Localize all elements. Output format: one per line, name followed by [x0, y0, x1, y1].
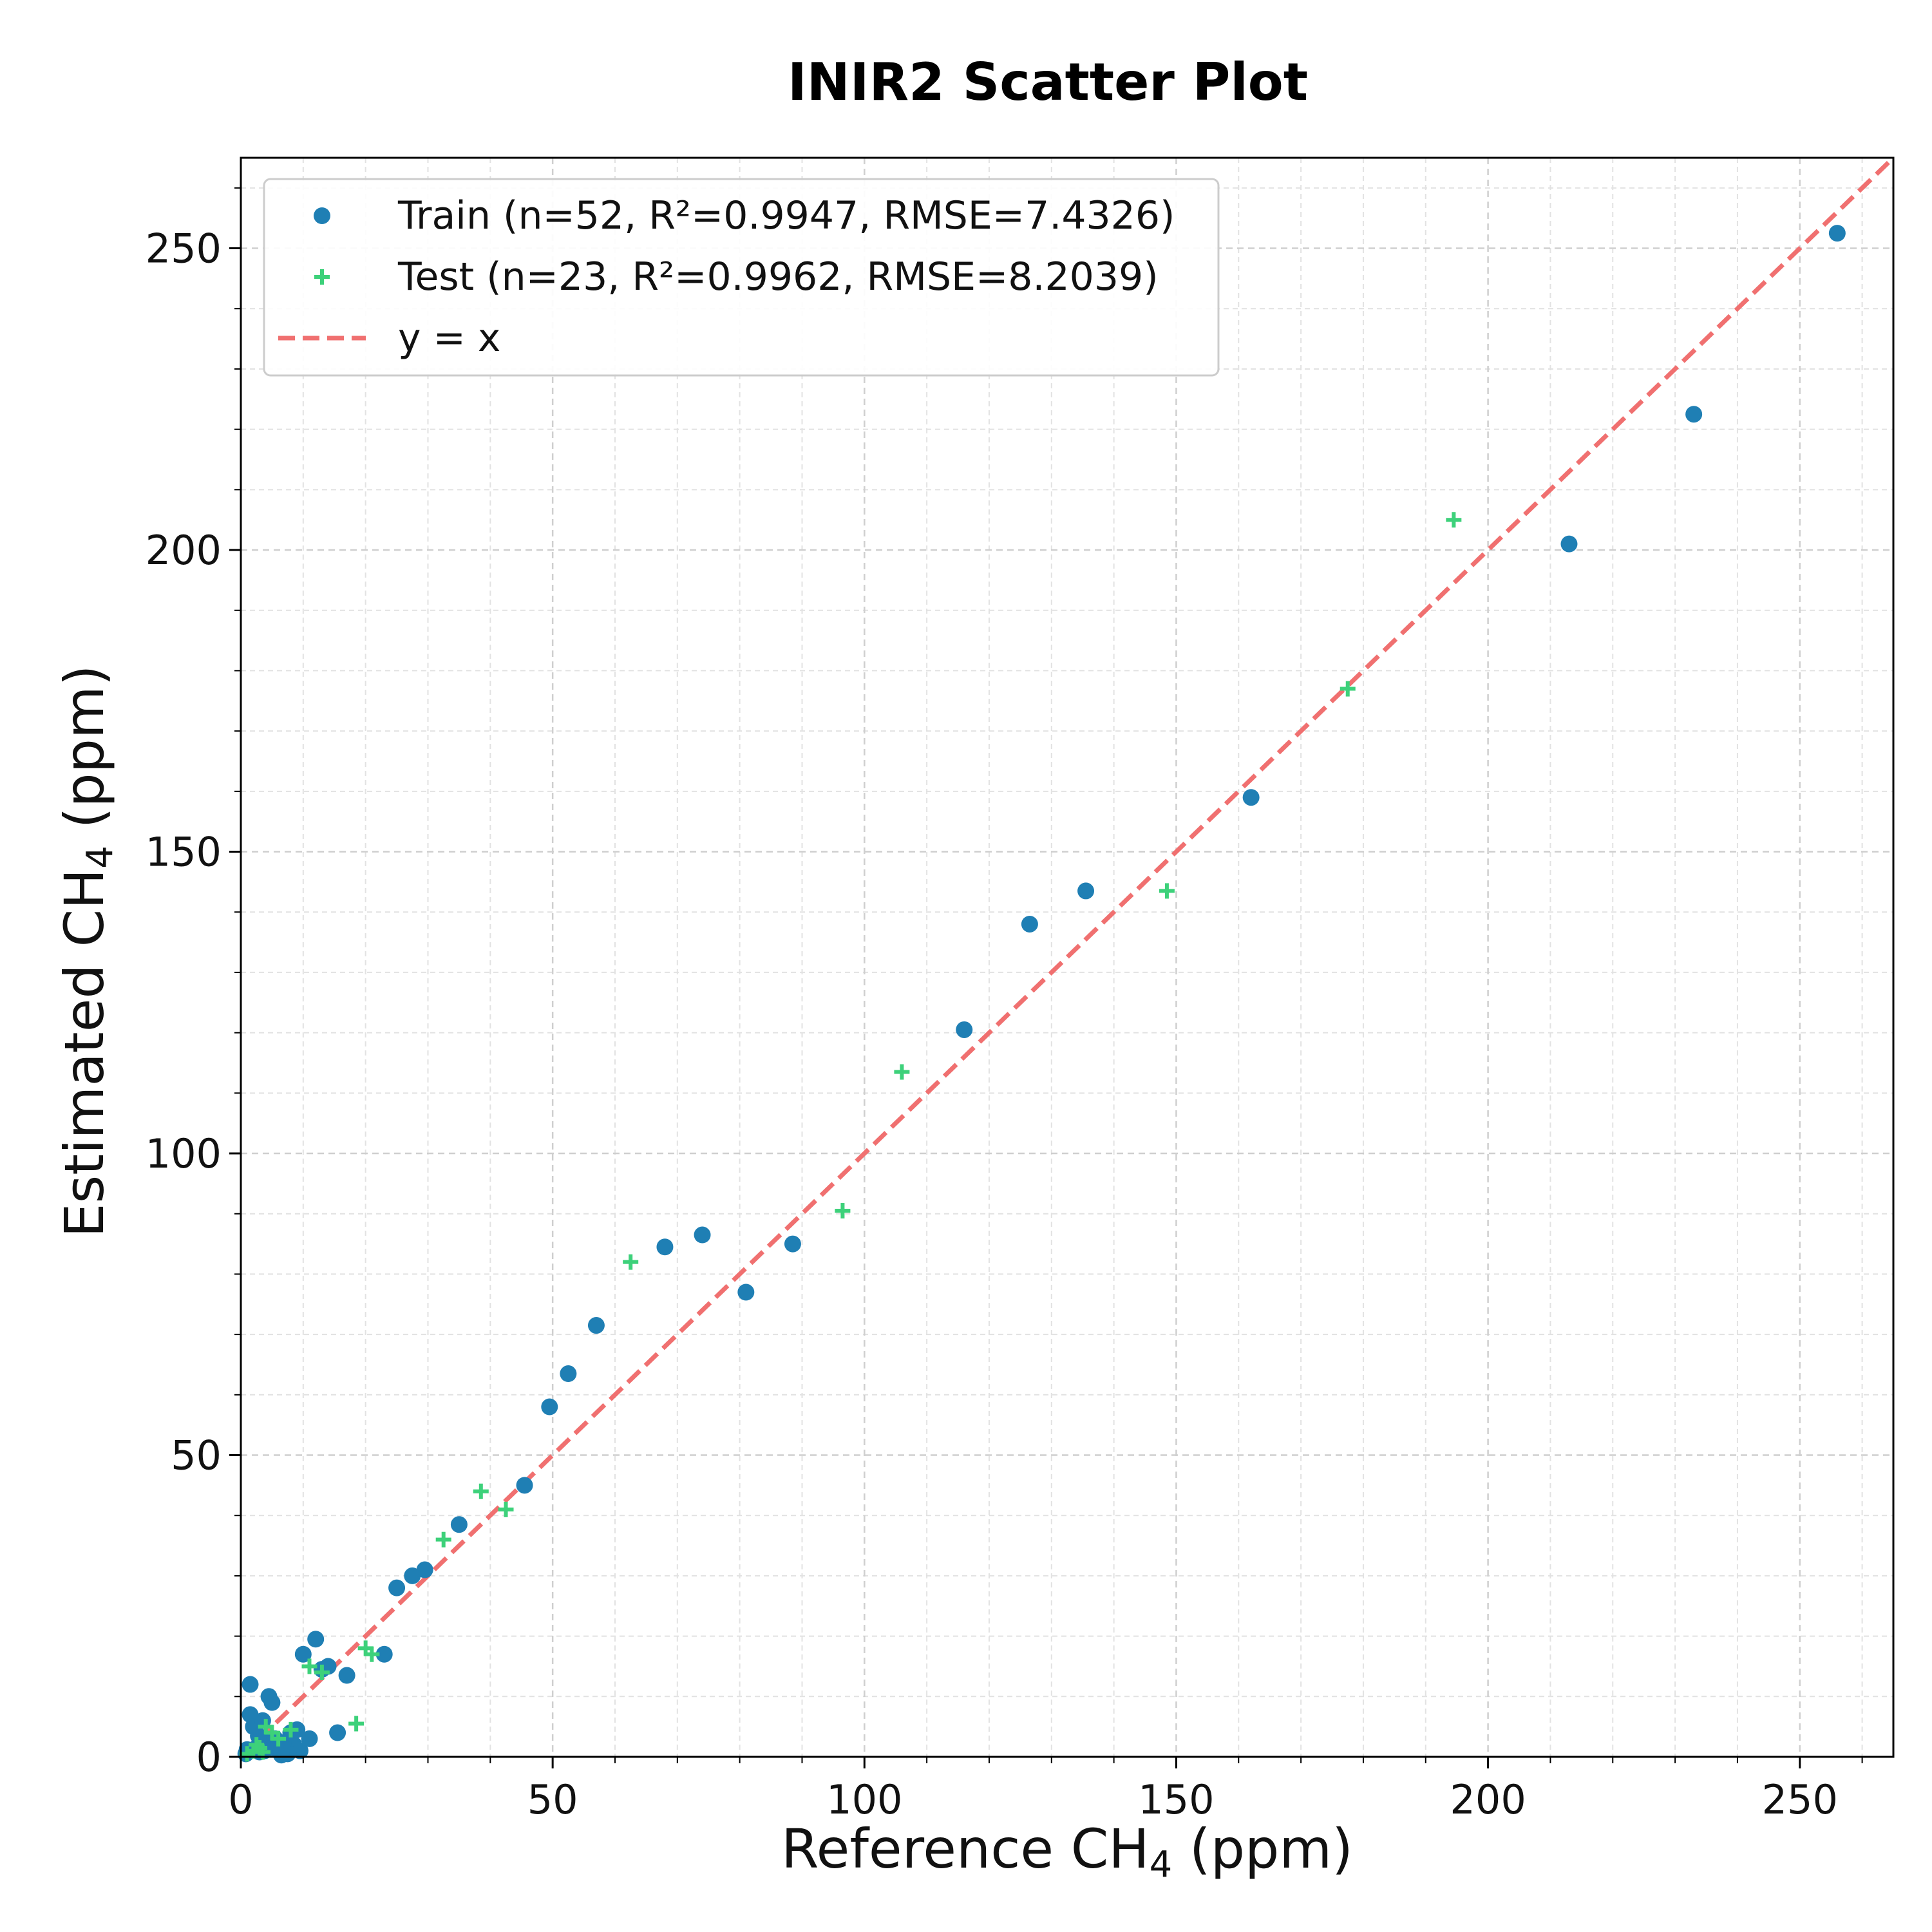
train-point: [329, 1724, 346, 1741]
test-point: [314, 1664, 330, 1680]
test-point: [894, 1064, 910, 1080]
train-point: [516, 1477, 533, 1494]
train-point: [1077, 882, 1095, 900]
train-point: [737, 1283, 755, 1301]
x-axis-title-main: Reference CH: [781, 1817, 1150, 1880]
legend: Train (n=52, R²=0.9947, RMSE=7.4326) Tes…: [263, 178, 1220, 377]
reference-line-y-equals-x: [239, 156, 1895, 1759]
train-point: [541, 1398, 558, 1416]
x-tick-label: 250: [1762, 1776, 1838, 1823]
x-tick-label: 200: [1450, 1776, 1526, 1823]
test-point: [835, 1203, 851, 1219]
train-point: [1560, 535, 1578, 553]
train-point: [1685, 406, 1703, 423]
test-point: [348, 1716, 365, 1732]
train-point: [250, 1727, 267, 1745]
train-point: [784, 1235, 801, 1253]
x-axis-title: Reference CH4 (ppm): [781, 1817, 1353, 1886]
test-point: [1446, 512, 1462, 528]
test-point: [283, 1721, 299, 1738]
train-point: [416, 1561, 433, 1578]
y-axis-title-subscript: 4: [79, 846, 121, 869]
test-point: [364, 1646, 380, 1662]
test-point: [473, 1483, 489, 1499]
reference-line-layer: [239, 156, 1895, 1759]
test-point: [435, 1531, 451, 1548]
train-point: [1242, 789, 1260, 806]
train-point: [242, 1676, 259, 1693]
train-point: [1021, 915, 1038, 933]
train-point: [1828, 225, 1846, 242]
train-point: [388, 1579, 406, 1596]
legend-train-marker: [314, 207, 330, 224]
y-tick-label: 150: [146, 829, 222, 876]
train-point: [375, 1645, 393, 1663]
test-point: [301, 1658, 317, 1674]
y-axis-title-unit: (ppm): [53, 665, 116, 846]
train-point: [404, 1567, 421, 1584]
legend-reference-line-label: y = x: [398, 316, 500, 361]
train-point: [263, 1694, 281, 1711]
train-point: [587, 1317, 605, 1334]
x-tick-label: 100: [826, 1776, 902, 1823]
plot-area-frame: [240, 156, 1895, 1758]
train-point: [338, 1667, 355, 1684]
y-tick-label: 250: [146, 225, 222, 272]
y-tick-label: 100: [146, 1130, 222, 1177]
train-point: [307, 1631, 325, 1648]
train-point: [450, 1516, 468, 1533]
train-point: [301, 1730, 318, 1747]
train-point: [694, 1226, 711, 1244]
data-points-layer: [237, 225, 1846, 1764]
y-axis-title: Estimated CH4 (ppm): [53, 665, 121, 1237]
legend-box: [263, 178, 1220, 377]
y-tick-label: 0: [196, 1734, 222, 1781]
legend-test-label: Test (n=23, R²=0.9962, RMSE=8.2039): [397, 254, 1159, 299]
y-tick-label: 200: [146, 527, 222, 574]
test-point: [1340, 681, 1356, 697]
chart-title: INIR2 Scatter Plot: [788, 52, 1308, 112]
train-point: [560, 1365, 577, 1383]
test-point: [270, 1730, 287, 1747]
x-tick-label: 50: [527, 1776, 578, 1823]
test-point: [498, 1501, 514, 1517]
y-tick-label: 50: [171, 1432, 222, 1479]
legend-train-label: Train (n=52, R²=0.9947, RMSE=7.4326): [397, 193, 1175, 238]
test-point: [623, 1254, 639, 1270]
train-point: [656, 1238, 674, 1256]
x-tick-label: 0: [228, 1776, 253, 1823]
train-point: [294, 1645, 312, 1663]
test-point: [1159, 883, 1175, 899]
x-axis-title-subscript: 4: [1150, 1844, 1173, 1886]
x-axis-title-unit: (ppm): [1172, 1817, 1353, 1880]
y-axis-title-main: Estimated CH: [53, 869, 116, 1238]
legend-test-marker: [314, 269, 330, 285]
train-point: [956, 1021, 973, 1038]
x-tick-label: 150: [1138, 1776, 1214, 1823]
axis-ticks: 0 50 100 150 200 250 0 50 100 150 200 250: [146, 187, 1863, 1823]
